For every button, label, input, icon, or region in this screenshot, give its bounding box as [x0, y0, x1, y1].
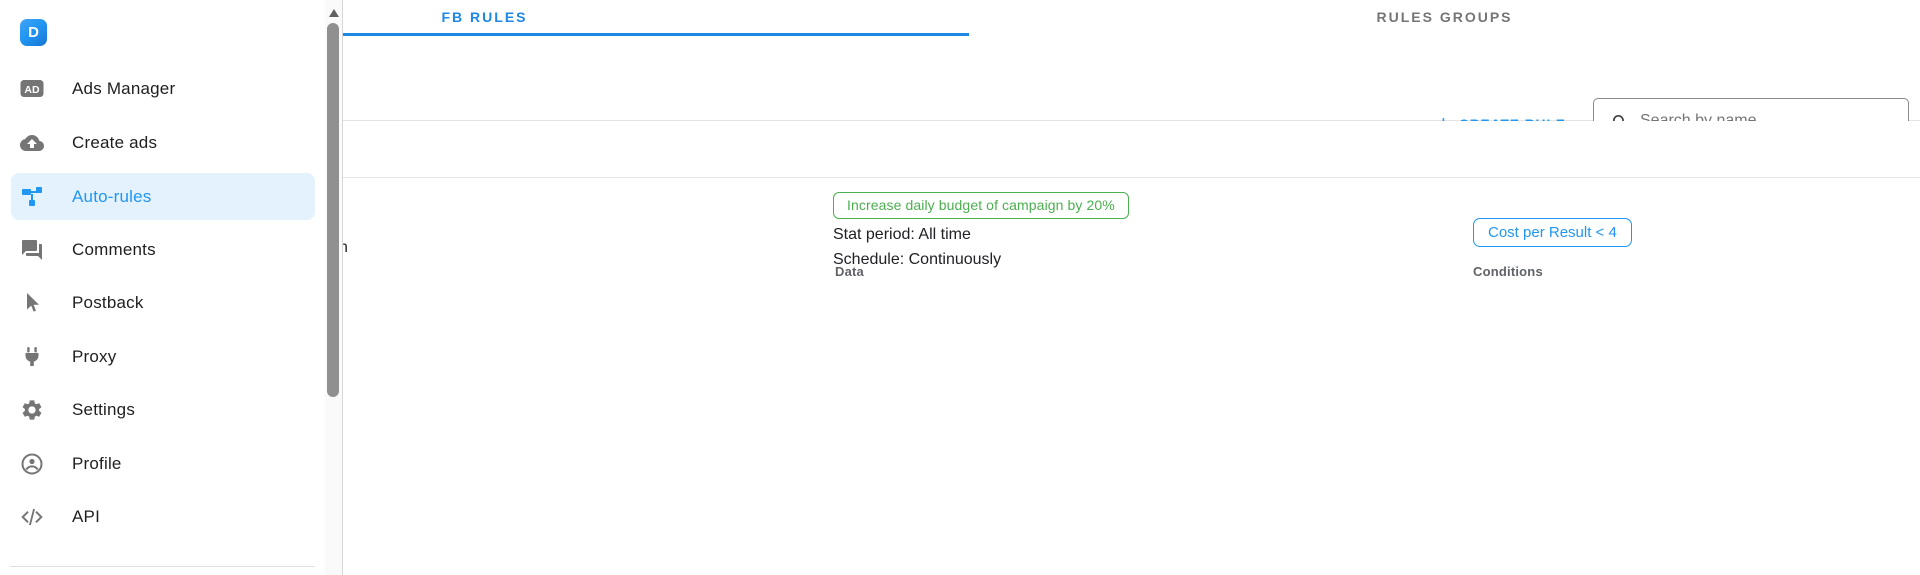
sidebar-item-postback[interactable]: Postback [11, 280, 315, 326]
chat-bubbles-icon [20, 238, 44, 262]
rule-name-clipped: n [339, 239, 348, 256]
tab-bar: FB RULES RULES GROUPS [0, 0, 1920, 36]
sidebar-item-api[interactable]: API [11, 494, 315, 540]
svg-text:AD: AD [24, 84, 40, 96]
sidebar-item-label: API [72, 507, 101, 526]
sidebar-item-profile[interactable]: Profile [11, 441, 315, 487]
app-logo-letter: D [28, 24, 39, 41]
plug-icon [20, 345, 44, 369]
auto-rules-flow-icon [20, 185, 44, 209]
sidebar: D AD Ads Manager Create ads Auto-rul [0, 0, 325, 575]
column-header-data: Data [835, 264, 864, 279]
rule-condition-badge: Cost per Result < 4 [1473, 218, 1632, 247]
scroll-up-button[interactable] [329, 9, 339, 17]
rule-stat-period: Stat period: All time [833, 226, 971, 243]
rule-schedule: Schedule: Continuously [833, 251, 1002, 268]
gear-icon [20, 398, 44, 422]
ad-badge-icon: AD [20, 77, 44, 101]
tab-fb-rules[interactable]: FB RULES [0, 0, 969, 36]
tab-rules-groups-label: RULES GROUPS [1376, 8, 1513, 25]
tab-fb-rules-label: FB RULES [441, 8, 528, 25]
sidebar-item-label: Comments [72, 240, 156, 259]
sidebar-item-proxy[interactable]: Proxy [11, 334, 315, 380]
sidebar-divider [10, 566, 315, 567]
sidebar-item-ads-manager[interactable]: AD Ads Manager [11, 66, 315, 112]
content-left-border [342, 0, 343, 575]
sidebar-item-auto-rules[interactable]: Auto-rules [11, 173, 315, 220]
rule-action-badge: Increase daily budget of campaign by 20% [833, 192, 1129, 219]
sidebar-item-label: Settings [72, 400, 136, 419]
sidebar-item-label: Auto-rules [72, 186, 152, 206]
sidebar-item-create-ads[interactable]: Create ads [11, 120, 315, 166]
column-header-conditions: Conditions [1473, 264, 1543, 279]
cursor-arrow-icon [20, 291, 44, 315]
sidebar-scrollbar-thumb[interactable] [327, 23, 339, 397]
sidebar-item-label: Profile [72, 454, 122, 473]
sidebar-item-label: Proxy [72, 347, 117, 366]
sidebar-item-settings[interactable]: Settings [11, 387, 315, 433]
code-icon [20, 505, 44, 529]
sidebar-item-label: Create ads [72, 133, 158, 152]
app-logo[interactable]: D [20, 19, 47, 46]
tab-rules-groups[interactable]: RULES GROUPS [969, 0, 1920, 36]
cloud-upload-icon [20, 131, 44, 155]
person-circle-icon [20, 452, 44, 476]
sidebar-item-comments[interactable]: Comments [11, 227, 315, 273]
sidebar-item-label: Ads Manager [72, 79, 176, 98]
sidebar-item-label: Postback [72, 293, 144, 312]
